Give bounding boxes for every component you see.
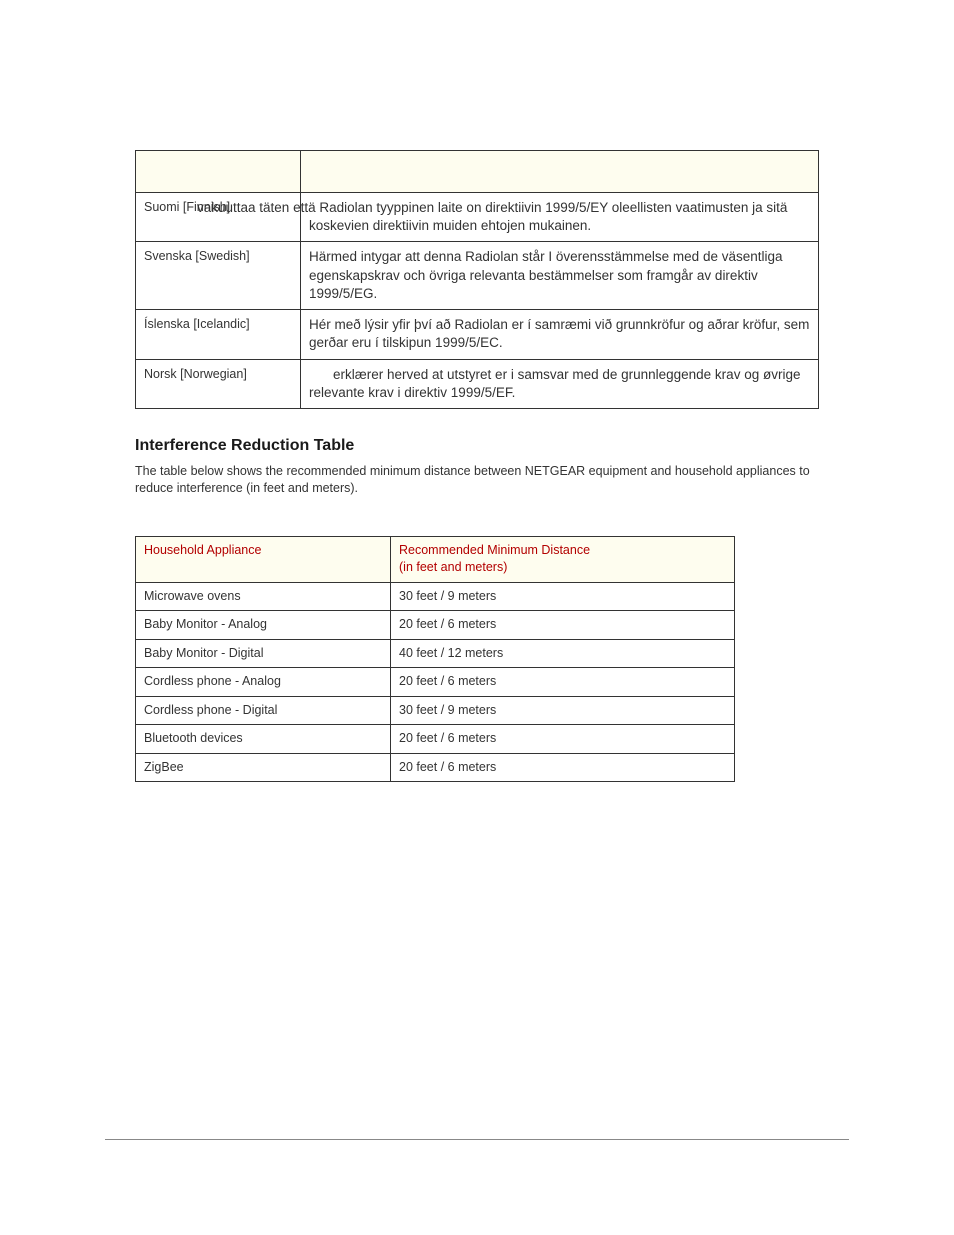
distance-cell: 20 feet / 6 meters [391, 725, 735, 754]
table-row: Cordless phone - Analog 20 feet / 6 mete… [136, 668, 735, 697]
table-row: Cordless phone - Digital 30 feet / 9 met… [136, 696, 735, 725]
interference-table-header: Household Appliance Recommended Minimum … [136, 536, 735, 582]
table-row: Microwave ovens 30 feet / 9 meters [136, 582, 735, 611]
declaration-table-header [136, 151, 819, 193]
declaration-text: erklærer herved at utstyret er i samsvar… [309, 367, 800, 400]
table-row: ZigBee 20 feet / 6 meters [136, 753, 735, 782]
text-cell: erklærer herved at utstyret er i samsvar… [301, 359, 819, 408]
table-row: Baby Monitor - Digital 40 feet / 12 mete… [136, 639, 735, 668]
footer-divider [105, 1139, 849, 1140]
text-cell: Härmed intygar att denna Radiolan står I… [301, 242, 819, 310]
appliance-cell: Cordless phone - Digital [136, 696, 391, 725]
header-distance: Recommended Minimum Distance (in feet an… [391, 536, 735, 582]
table-row: Íslenska [Icelandic] Hér með lýsir yfir … [136, 310, 819, 359]
appliance-cell: Baby Monitor - Digital [136, 639, 391, 668]
lang-cell: Norsk [Norwegian] [136, 359, 301, 408]
declaration-table: Suomi [Finnish] vakuuttaa täten että Rad… [135, 150, 819, 409]
interference-table: Household Appliance Recommended Minimum … [135, 536, 735, 783]
header-lang-cell [136, 151, 301, 193]
header-distance-line1: Recommended Minimum Distance [399, 543, 590, 557]
text-cell: Hér með lýsir yfir því að Radiolan er í … [301, 310, 819, 359]
table-row: Bluetooth devices 20 feet / 6 meters [136, 725, 735, 754]
table-row: Norsk [Norwegian] erklærer herved at uts… [136, 359, 819, 408]
distance-cell: 30 feet / 9 meters [391, 696, 735, 725]
distance-cell: 20 feet / 6 meters [391, 668, 735, 697]
header-appliance: Household Appliance [136, 536, 391, 582]
text-cell: vakuuttaa täten että Radiolan tyyppinen … [301, 193, 819, 242]
appliance-cell: Cordless phone - Analog [136, 668, 391, 697]
appliance-cell: Microwave ovens [136, 582, 391, 611]
lang-cell: Íslenska [Icelandic] [136, 310, 301, 359]
lang-cell: Svenska [Swedish] [136, 242, 301, 310]
distance-cell: 40 feet / 12 meters [391, 639, 735, 668]
appliance-cell: Baby Monitor - Analog [136, 611, 391, 640]
section-heading: Interference Reduction Table [135, 437, 819, 455]
distance-cell: 20 feet / 6 meters [391, 611, 735, 640]
table-row: Svenska [Swedish] Härmed intygar att den… [136, 242, 819, 310]
distance-cell: 30 feet / 9 meters [391, 582, 735, 611]
table-row: Suomi [Finnish] vakuuttaa täten että Rad… [136, 193, 819, 242]
appliance-cell: Bluetooth devices [136, 725, 391, 754]
header-distance-line2: (in feet and meters) [399, 560, 507, 574]
intro-text: The table below shows the recommended mi… [135, 463, 819, 498]
distance-cell: 20 feet / 6 meters [391, 753, 735, 782]
header-text-cell [301, 151, 819, 193]
table-row: Baby Monitor - Analog 20 feet / 6 meters [136, 611, 735, 640]
appliance-cell: ZigBee [136, 753, 391, 782]
